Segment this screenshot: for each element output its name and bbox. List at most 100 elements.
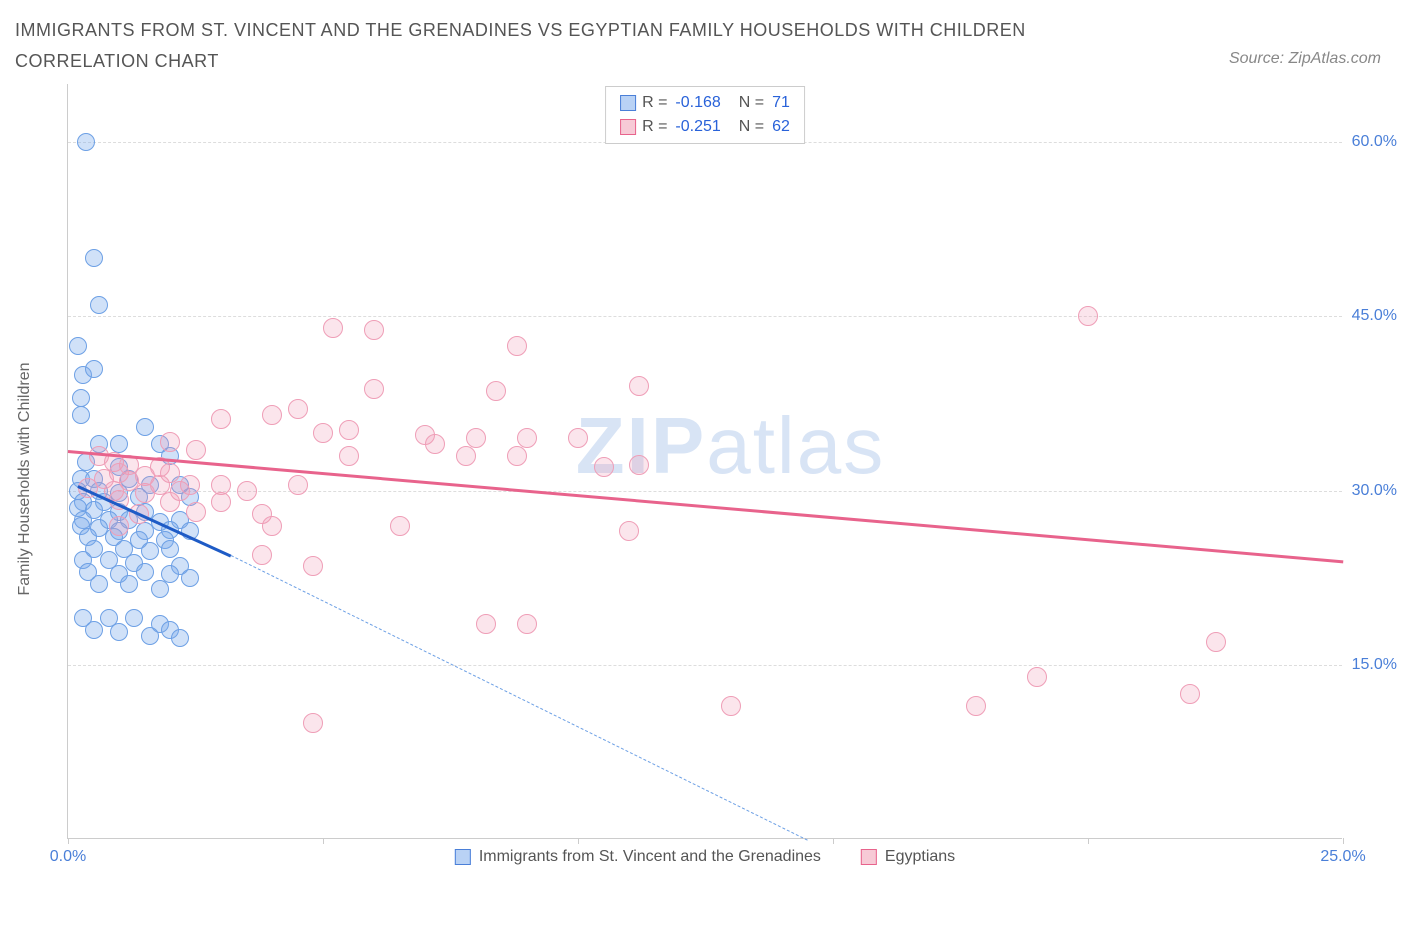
trend-line: [231, 555, 808, 840]
data-point-pink: [303, 713, 323, 733]
data-point-pink: [456, 446, 476, 466]
data-point-blue: [136, 418, 154, 436]
data-point-pink: [160, 432, 180, 452]
data-point-pink: [262, 516, 282, 536]
data-point-pink: [476, 614, 496, 634]
data-point-pink: [262, 405, 282, 425]
data-point-pink: [507, 336, 527, 356]
watermark-atlas: atlas: [706, 401, 885, 490]
data-point-pink: [425, 434, 445, 454]
plot-region: ZIPatlas R =-0.168N = 71R =-0.251N = 62 …: [67, 84, 1342, 839]
stat-n-label: N =: [739, 115, 764, 139]
legend-label: Immigrants from St. Vincent and the Gren…: [479, 848, 821, 866]
data-point-pink: [339, 420, 359, 440]
x-tick-label: 0.0%: [50, 848, 86, 866]
gridline: [68, 316, 1342, 317]
data-point-pink: [568, 428, 588, 448]
data-point-pink: [486, 381, 506, 401]
data-point-pink: [303, 556, 323, 576]
stat-n-value: 62: [772, 115, 790, 139]
data-point-pink: [109, 516, 129, 536]
stat-r-label: R =: [642, 115, 667, 139]
legend-row: R =-0.168N = 71: [620, 91, 790, 115]
gridline: [68, 491, 1342, 492]
data-point-pink: [390, 516, 410, 536]
data-point-blue: [110, 435, 128, 453]
legend-row: R = -0.251 N = 62: [620, 115, 790, 139]
data-point-blue: [171, 629, 189, 647]
data-point-pink: [313, 423, 333, 443]
data-point-blue: [72, 406, 90, 424]
data-point-pink: [507, 446, 527, 466]
legend-item: Immigrants from St. Vincent and the Gren…: [455, 848, 821, 866]
data-point-blue: [72, 389, 90, 407]
x-tick: [578, 838, 579, 844]
data-point-pink: [594, 457, 614, 477]
data-point-pink: [288, 475, 308, 495]
data-point-blue: [141, 627, 159, 645]
watermark: ZIPatlas: [576, 400, 885, 492]
data-point-pink: [619, 521, 639, 541]
bottom-legend: Immigrants from St. Vincent and the Gren…: [455, 848, 955, 866]
chart-title: IMMIGRANTS FROM ST. VINCENT AND THE GREN…: [15, 15, 1135, 76]
data-point-blue: [85, 360, 103, 378]
data-point-blue: [161, 540, 179, 558]
legend-swatch: [861, 849, 877, 865]
data-point-pink: [186, 502, 206, 522]
y-axis-label: Family Households with Children: [16, 363, 34, 596]
data-point-blue: [181, 569, 199, 587]
y-tick-label: 60.0%: [1352, 133, 1397, 151]
data-point-pink: [364, 320, 384, 340]
legend-swatch: [620, 119, 636, 135]
data-point-blue: [125, 609, 143, 627]
y-tick-label: 30.0%: [1352, 482, 1397, 500]
data-point-pink: [237, 481, 257, 501]
data-point-pink: [1206, 632, 1226, 652]
legend-swatch: [455, 849, 471, 865]
data-point-pink: [1027, 667, 1047, 687]
legend-stats: R =-0.168N = 71R =-0.251N = 62: [605, 86, 805, 144]
data-point-blue: [77, 133, 95, 151]
data-point-pink: [1078, 306, 1098, 326]
x-tick: [323, 838, 324, 844]
data-point-pink: [629, 455, 649, 475]
data-point-blue: [141, 542, 159, 560]
stat-r-value: -0.251: [675, 115, 720, 139]
x-tick: [1088, 838, 1089, 844]
legend-label: Egyptians: [885, 848, 955, 866]
data-point-blue: [90, 296, 108, 314]
data-point-blue: [136, 563, 154, 581]
legend-swatch: [620, 95, 636, 111]
data-point-pink: [252, 545, 272, 565]
data-point-pink: [721, 696, 741, 716]
gridline: [68, 665, 1342, 666]
data-point-pink: [211, 492, 231, 512]
stat-r-label: R =: [642, 91, 667, 115]
stat-n-label: N =: [739, 91, 764, 115]
data-point-pink: [364, 379, 384, 399]
data-point-blue: [69, 337, 87, 355]
chart-area: Family Households with Children ZIPatlas…: [45, 84, 1395, 874]
y-tick-label: 45.0%: [1352, 307, 1397, 325]
source-text: Source: ZipAtlas.com: [1229, 50, 1391, 76]
data-point-blue: [85, 249, 103, 267]
data-point-blue: [110, 623, 128, 641]
data-point-blue: [120, 575, 138, 593]
data-point-blue: [85, 621, 103, 639]
x-tick: [833, 838, 834, 844]
stat-r-value: -0.168: [675, 91, 720, 115]
data-point-blue: [90, 575, 108, 593]
data-point-pink: [966, 696, 986, 716]
y-tick-label: 15.0%: [1352, 656, 1397, 674]
data-point-pink: [517, 614, 537, 634]
data-point-pink: [323, 318, 343, 338]
data-point-pink: [629, 376, 649, 396]
data-point-pink: [160, 492, 180, 512]
data-point-pink: [211, 409, 231, 429]
data-point-pink: [339, 446, 359, 466]
legend-item: Egyptians: [861, 848, 955, 866]
x-tick: [68, 838, 69, 844]
x-tick-label: 25.0%: [1320, 848, 1365, 866]
data-point-pink: [186, 440, 206, 460]
data-point-pink: [288, 399, 308, 419]
